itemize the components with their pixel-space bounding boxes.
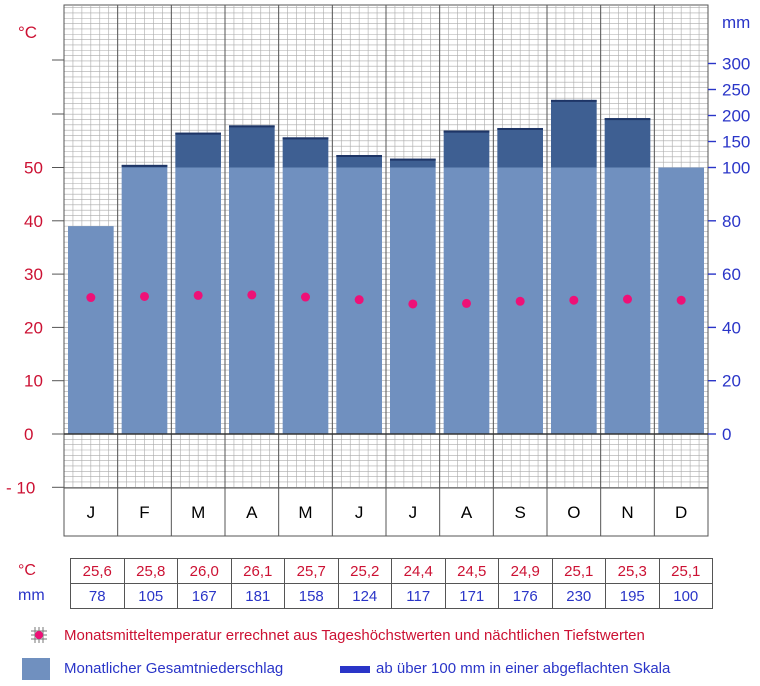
prec-cell: 100 (658, 583, 713, 609)
values-table: °C 25,6 25,8 26,0 26,1 25,7 25,2 24,4 24… (12, 558, 713, 609)
temperature-point (515, 296, 525, 306)
temp-cell: 24,9 (498, 558, 553, 584)
temperature-point (140, 291, 149, 301)
temp-cell: 24,4 (391, 558, 446, 584)
prec-cell: 78 (70, 583, 125, 609)
left-axis-tick-label: 10 (24, 372, 43, 391)
prec-cell: 171 (444, 583, 499, 609)
temperature-row: °C 25,6 25,8 26,0 26,1 25,7 25,2 24,4 24… (12, 558, 713, 584)
precipitation-bar-compressed (175, 132, 221, 168)
month-label: N (621, 503, 633, 522)
temperature-point (676, 295, 686, 305)
temperature-point (462, 298, 471, 308)
temperature-marker-icon (31, 627, 47, 643)
month-label: A (246, 503, 258, 522)
month-label: O (567, 503, 580, 522)
month-label: F (139, 503, 149, 522)
prec-cell: 105 (123, 583, 178, 609)
precipitation-bar-compressed (282, 137, 329, 168)
right-axis-tick-label: 80 (722, 212, 741, 231)
temperature-point (354, 295, 364, 305)
precipitation-bar-compressed (604, 118, 651, 168)
precipitation-bar (68, 226, 114, 434)
temp-cell: 25,2 (337, 558, 392, 584)
left-axis-tick-label: 30 (24, 265, 43, 284)
month-label: M (191, 503, 205, 522)
temperature-point (247, 290, 257, 300)
prec-cell: 230 (551, 583, 606, 609)
right-axis-unit: mm (722, 13, 750, 32)
right-axis-tick-label: 300 (722, 55, 750, 74)
right-axis-tick-label: 20 (722, 372, 741, 391)
legend-temperature-label: Monatsmitteltemperatur errechnet aus Tag… (64, 627, 645, 644)
left-axis-unit: °C (18, 23, 37, 42)
month-label: A (461, 503, 473, 522)
temp-cell: 24,5 (444, 558, 499, 584)
legend-compressed-label: ab über 100 mm in einer abgeflachten Ska… (376, 660, 671, 677)
prec-cell: 181 (230, 583, 285, 609)
prec-cell: 195 (605, 583, 660, 609)
precipitation-bar (175, 167, 221, 434)
right-axis-tick-label: 40 (722, 318, 741, 337)
precipitation-bar-compressed (390, 158, 436, 168)
left-axis-tick-label: 0 (24, 425, 33, 444)
temp-cell: 25,7 (284, 558, 339, 584)
temp-cell: 26,0 (177, 558, 232, 584)
temp-cell: 25,1 (551, 558, 606, 584)
left-axis-tick-label: 50 (24, 159, 43, 178)
temp-cell: 26,1 (230, 558, 285, 584)
prec-cell: 176 (498, 583, 553, 609)
temp-cell: 25,8 (123, 558, 178, 584)
temp-cell: 25,6 (70, 558, 125, 584)
precipitation-bar-compressed (336, 155, 382, 168)
right-axis-tick-label: 200 (722, 107, 750, 126)
left-axis-tick-label: - 10 (6, 478, 35, 497)
month-label: J (87, 503, 96, 522)
right-axis-tick-label: 0 (722, 425, 731, 444)
prec-cell: 117 (391, 583, 446, 609)
right-axis-tick-label: 60 (722, 265, 741, 284)
precipitation-bar-compressed (551, 99, 597, 168)
right-axis-tick-label: 100 (722, 159, 750, 178)
prec-cell: 167 (177, 583, 232, 609)
legend-precipitation-label: Monatlicher Gesamtniederschlag (64, 660, 284, 677)
temperature-point (623, 294, 632, 304)
prec-cell: 124 (337, 583, 392, 609)
month-label: M (298, 503, 312, 522)
temperature-point (408, 299, 418, 309)
precipitation-row-label: mm (18, 587, 45, 604)
precipitation-bar-compressed (229, 125, 275, 168)
month-label: J (355, 503, 364, 522)
temp-cell: 25,1 (658, 558, 713, 584)
temperature-point (86, 293, 96, 303)
temperature-points (86, 290, 686, 309)
precipitation-bar (229, 167, 275, 434)
compressed-scale-swatch-icon (340, 666, 370, 673)
month-label: J (409, 503, 418, 522)
left-axis-tick-label: 20 (24, 318, 43, 337)
month-label: S (514, 503, 525, 522)
left-axis-tick-label: 40 (24, 212, 43, 231)
precipitation-row: mm 78 105 167 181 158 124 117 171 176 23… (12, 583, 713, 609)
prec-cell: 158 (284, 583, 339, 609)
temperature-point (569, 295, 579, 305)
temperature-row-label: °C (18, 562, 36, 579)
month-label: D (675, 503, 687, 522)
temp-cell: 25,3 (605, 558, 660, 584)
right-axis-tick-label: 150 (722, 133, 750, 152)
grid (63, 4, 709, 489)
temperature-point (193, 290, 203, 300)
right-axis-tick-label: 250 (722, 81, 750, 100)
precipitation-bar-compressed (443, 130, 490, 168)
temperature-point (301, 292, 310, 302)
precipitation-bar-compressed (497, 127, 543, 168)
precipitation-swatch-icon (22, 658, 50, 680)
